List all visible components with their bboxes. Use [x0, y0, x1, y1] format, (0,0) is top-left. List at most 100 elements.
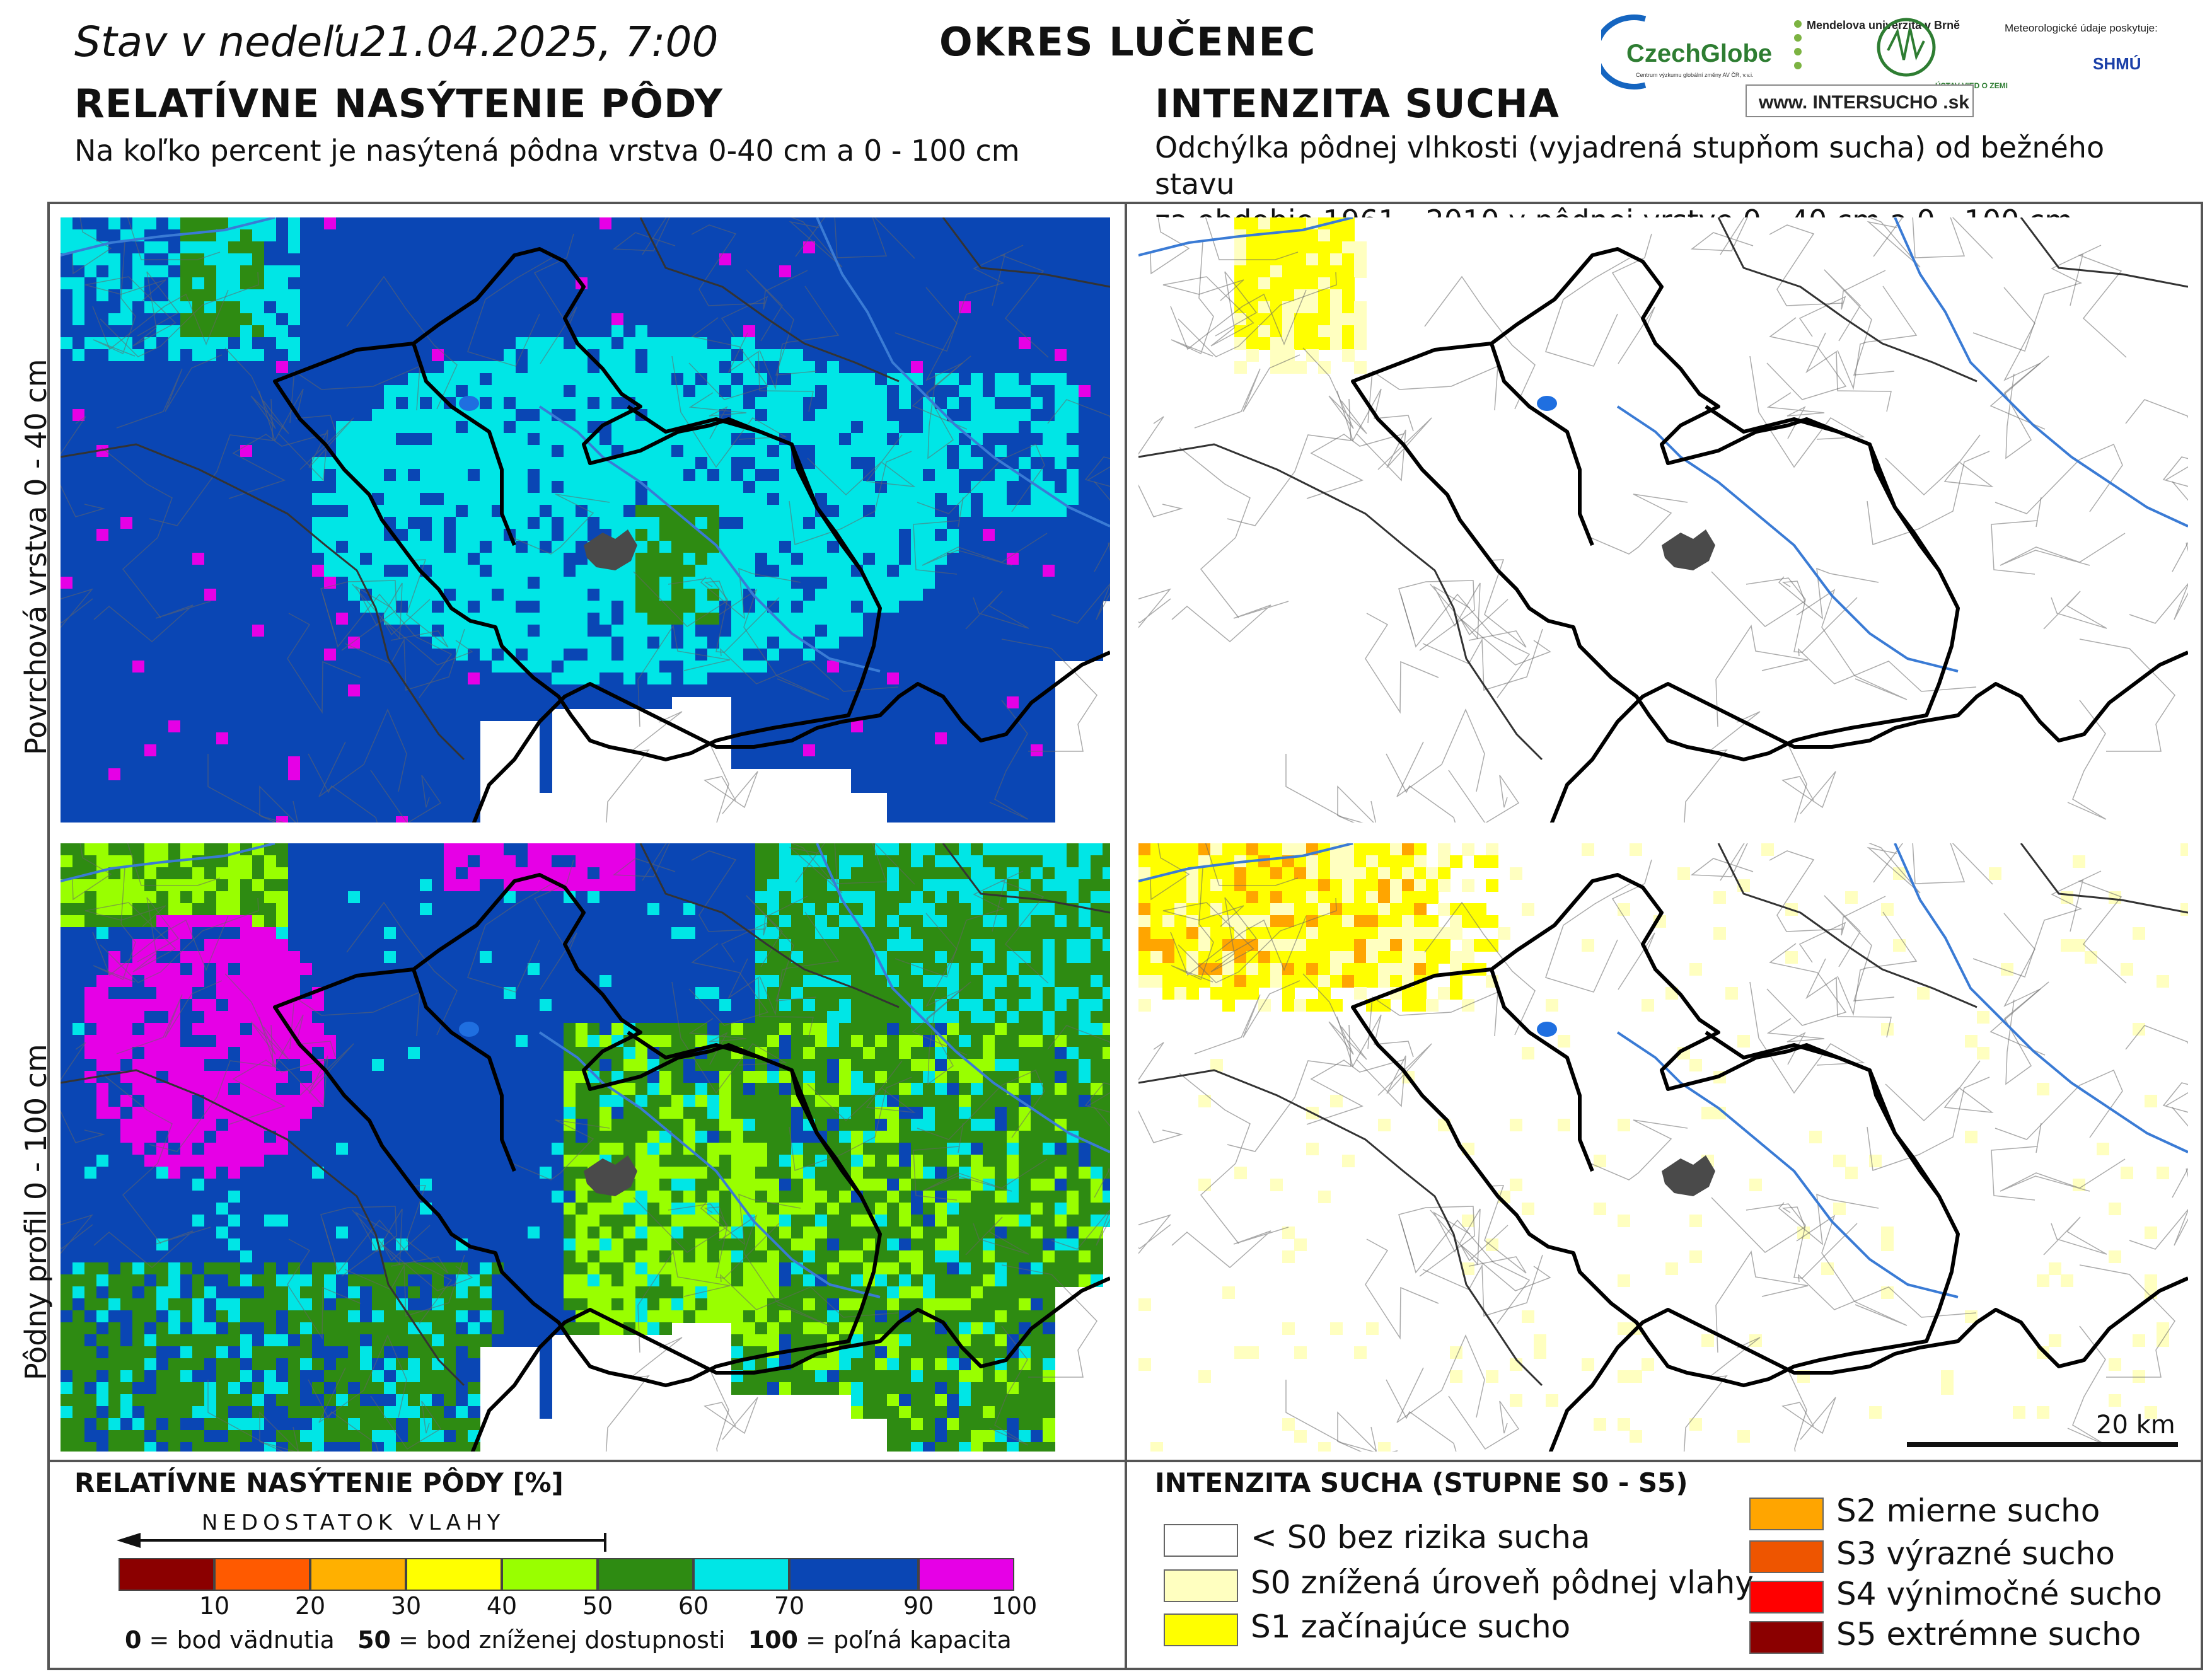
district-boundary [1351, 873, 1960, 1387]
saturation-legend-note: 0 = bod vädnutia 50 = bod zníženej dostu… [125, 1626, 1012, 1654]
lake [1537, 1022, 1557, 1037]
district-boundary-inner [627, 405, 863, 572]
note-100-text: = poľná kapacita [798, 1626, 1012, 1654]
regional-border [61, 443, 465, 761]
drought-legend-label-5: S4 výnimočné sucho [1836, 1576, 2162, 1612]
map-saturation-topsoil [61, 217, 1110, 823]
date-heading: Stav v nedeľu21.04.2025, 7:00 [74, 18, 719, 66]
map-saturation-profile [61, 843, 1110, 1452]
frame-divider-vertical [1125, 202, 1127, 1670]
note-50-value: 50 [357, 1626, 391, 1654]
intersucho-text: www. INTERSUCHO .sk [1758, 92, 1969, 113]
colorbar-tick-10: 10 [199, 1592, 230, 1620]
logos-svg: CzechGlobe Centrum výzkumu globální změn… [1593, 14, 2158, 117]
row-label-bottom: Pôdny profil 0 - 100 cm [19, 1044, 53, 1380]
partner-logos: CzechGlobe Centrum výzkumu globální změn… [1593, 6, 2200, 120]
river [1616, 1031, 1959, 1298]
map-saturation-profile-svg [61, 843, 1110, 1452]
district-boundary [1351, 247, 1960, 761]
district-boundary-inner [1705, 405, 1941, 572]
colorbar-tick-90: 90 [903, 1592, 934, 1620]
state-border [1549, 650, 2188, 823]
colorbar-tick-100: 100 [991, 1592, 1038, 1620]
saturation-colorbar [119, 1558, 1026, 1591]
colorbar-class-10-20 [214, 1558, 310, 1591]
drought-subtitle-line1: Odchýlka pôdnej vlhkosti (vyjadrená stup… [1155, 130, 2105, 201]
regional-border [1138, 1069, 1543, 1387]
map-drought-profile [1138, 843, 2188, 1452]
colorbar-class-90-100 [918, 1558, 1014, 1591]
note-50-text: = bod zníženej dostupnosti [390, 1626, 726, 1654]
drought-title: INTENZITA SUCHA [1155, 81, 1560, 127]
note-0-text: = bod vädnutia [141, 1626, 335, 1654]
drought-legend-label-6: S5 extrémne sucho [1836, 1616, 2141, 1653]
regional-border [1138, 443, 1543, 761]
district-title: OKRES LUČENEC [939, 19, 1317, 65]
district-boundary-inner [627, 1030, 863, 1198]
drought-legend-label-3: S2 mierne sucho [1836, 1492, 2100, 1529]
town-lucenec [1662, 1155, 1715, 1196]
drought-legend-label-2: S1 začínajúce sucho [1251, 1608, 1571, 1645]
colorbar-tick-70: 70 [773, 1592, 805, 1620]
river [816, 843, 1110, 1153]
moisture-deficit-arrow [117, 1533, 606, 1552]
lake [459, 1022, 479, 1037]
mendel-text: Mendelova univerzita v Brně [1807, 19, 1960, 32]
note-0-value: 0 [125, 1626, 142, 1654]
drought-legend-label-1: S0 znížená úroveň pôdnej vlahy [1251, 1564, 1754, 1601]
river [538, 405, 881, 672]
czechglobe-sub: Centrum výzkumu globální změny AV ČR, v.… [1636, 72, 1754, 78]
map-drought-topsoil-svg [1138, 217, 2188, 823]
colorbar-tick-50: 50 [582, 1592, 613, 1620]
colorbar-tick-20: 20 [294, 1592, 326, 1620]
moisture-deficit-label: NEDOSTATOK VLAHY [202, 1510, 506, 1535]
czechglobe-text: CzechGlobe [1626, 40, 1772, 67]
river [1616, 405, 1959, 672]
shmu-text: SHMÚ [2093, 54, 2141, 73]
map-drought-topsoil [1138, 217, 2188, 823]
regional-border [942, 843, 1110, 914]
district-boundary [273, 873, 882, 1387]
drought-legend-swatch-1 [1164, 1569, 1238, 1602]
drought-legend-swatch-2 [1164, 1613, 1238, 1646]
row-label-top: Povrchová vrstva 0 - 40 cm [19, 359, 53, 755]
regional-border [61, 1069, 465, 1387]
colorbar-tick-60: 60 [678, 1592, 709, 1620]
saturation-legend-title: RELATÍVNE NASÝTENIE PÔDY [%] [74, 1467, 564, 1498]
note-100-value: 100 [748, 1626, 798, 1654]
regional-border [1717, 843, 1977, 1008]
intersucho-logo: www. INTERSUCHO .sk [1746, 84, 1974, 117]
colorbar-class-60-70 [693, 1558, 789, 1591]
river [1894, 843, 2188, 1153]
saturation-subtitle: Na koľko percent je nasýtená pôdna vrstv… [74, 134, 1020, 168]
regional-border [942, 217, 1110, 288]
shmu-note: Meteorologické údaje poskytuje: [2005, 22, 2158, 34]
saturation-title: RELATÍVNE NASÝTENIE PÔDY [74, 81, 723, 127]
mendel-logo: Mendelova univerzita v Brně [1794, 19, 1960, 69]
czechglobe-logo: CzechGlobe Centrum výzkumu globální změn… [1593, 14, 1772, 89]
river [1138, 217, 1353, 257]
drought-legend-swatch-5 [1749, 1581, 1824, 1613]
colorbar-class-50-60 [598, 1558, 693, 1591]
state-border [472, 650, 1110, 823]
shmu-logo: Meteorologické údaje poskytuje: SHMÚ [2005, 22, 2158, 73]
municipality-borders [61, 217, 1110, 823]
scale-bar [1907, 1442, 2178, 1447]
town-lucenec [584, 1155, 637, 1196]
river [538, 1031, 881, 1298]
district-boundary-inner [412, 969, 516, 1172]
regional-border [2020, 217, 2188, 288]
regional-border [639, 217, 900, 383]
colorbar-tick-30: 30 [390, 1592, 422, 1620]
colorbar-class-70-90 [789, 1558, 918, 1591]
district-boundary-inner [412, 343, 516, 546]
lake [1537, 396, 1557, 411]
colorbar-tick-40: 40 [486, 1592, 518, 1620]
district-boundary-inner [1705, 1030, 1941, 1198]
state-border [470, 1276, 1110, 1452]
district-boundary-inner [1490, 343, 1594, 546]
saturation-colorbar-ticks: 10 20 30 40 50 60 70 90 100 [119, 1591, 1064, 1622]
map-drought-profile-svg [1138, 843, 2188, 1452]
drought-legend-swatch-3 [1749, 1498, 1824, 1530]
municipality-borders [1138, 843, 2188, 1452]
